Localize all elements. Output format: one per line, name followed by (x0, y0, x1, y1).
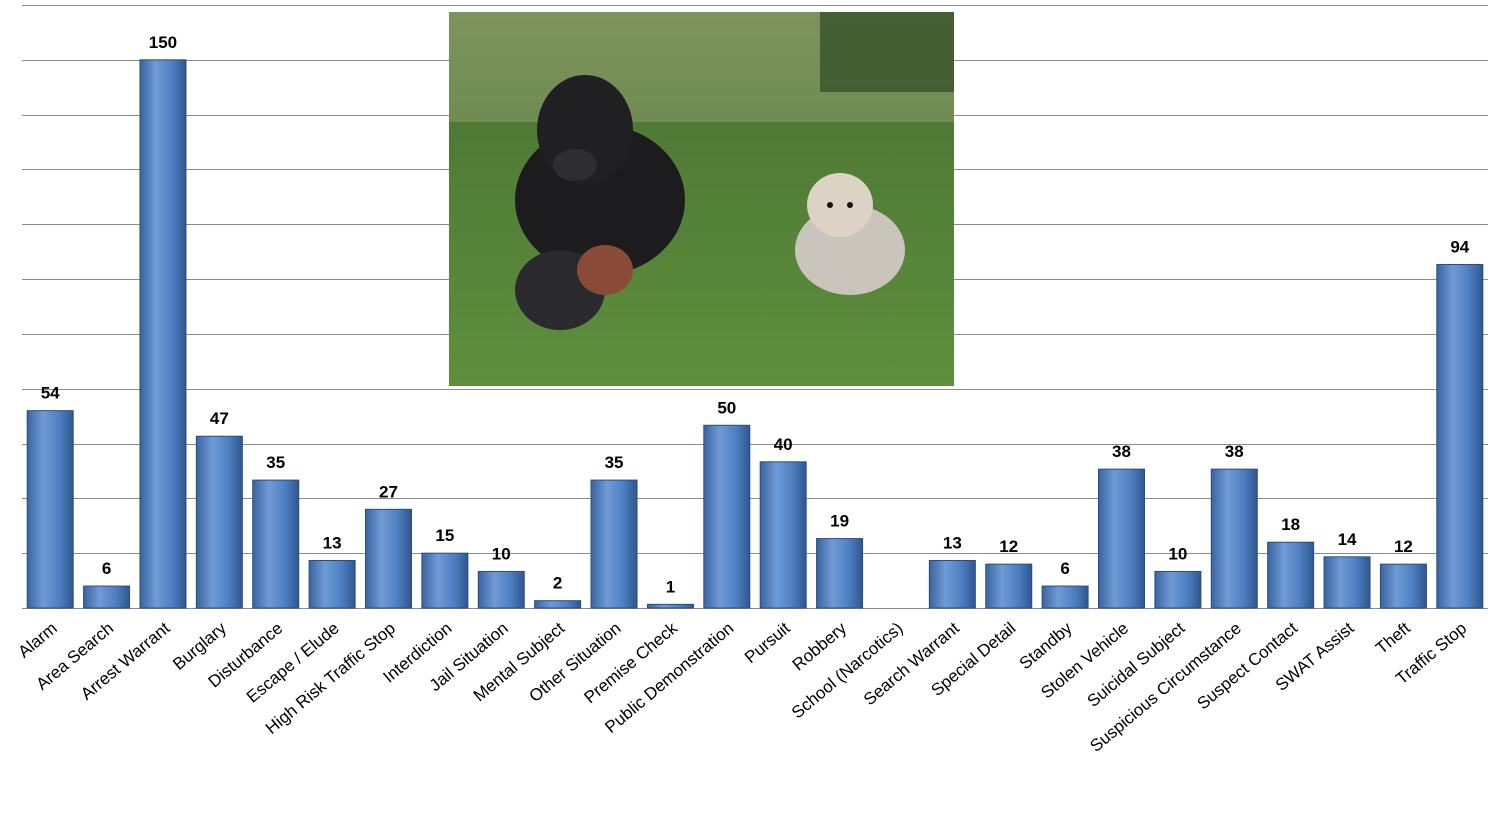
value-label: 13 (323, 533, 342, 552)
value-label: 6 (102, 559, 111, 578)
value-label: 94 (1450, 237, 1469, 256)
value-label: 47 (210, 409, 229, 428)
bar (26, 410, 74, 609)
bar (759, 461, 807, 609)
x-tick-label: Alarm (15, 619, 61, 662)
bar (1154, 570, 1202, 609)
bar (816, 538, 864, 609)
bar (83, 585, 131, 609)
bar (139, 59, 187, 609)
value-label: 54 (41, 384, 60, 403)
x-tick-label: Search Warrant (860, 618, 963, 709)
bar (928, 559, 976, 609)
value-label: 12 (999, 537, 1018, 556)
bar (1267, 541, 1315, 609)
value-label: 14 (1338, 530, 1357, 549)
value-label: 38 (1112, 442, 1131, 461)
x-tick-label: Suicidal Subject (1084, 618, 1189, 710)
value-label: 38 (1225, 442, 1244, 461)
value-label: 18 (1281, 515, 1300, 534)
value-label: 12 (1394, 537, 1413, 556)
value-label: 50 (717, 398, 736, 417)
value-label: 35 (605, 453, 624, 472)
value-label: 10 (492, 544, 511, 563)
bar (1436, 263, 1484, 609)
x-tick-label: Pursuit (741, 618, 794, 667)
value-label: 19 (830, 512, 849, 531)
bar (534, 600, 582, 609)
bar (985, 563, 1033, 609)
x-tick-label: Theft (1372, 618, 1414, 658)
value-label: 40 (774, 435, 793, 454)
value-label: 150 (149, 33, 177, 52)
value-label: 1 (666, 577, 675, 596)
bar (1098, 468, 1145, 609)
bar (1379, 563, 1427, 609)
bar (1210, 468, 1258, 609)
value-label: 13 (943, 533, 962, 552)
x-tick-label: Suspect Contact (1193, 618, 1301, 713)
value-label: 2 (553, 574, 562, 593)
bar (590, 479, 638, 609)
bar (1041, 585, 1089, 609)
bar (308, 559, 356, 609)
bar (195, 435, 243, 609)
bar (365, 508, 412, 609)
photo (449, 12, 954, 386)
value-label: 27 (379, 482, 398, 501)
bar (421, 552, 469, 609)
bar (646, 603, 694, 609)
value-label: 10 (1168, 544, 1187, 563)
bar (477, 570, 525, 609)
value-label: 6 (1060, 559, 1069, 578)
value-label: 35 (266, 453, 285, 472)
value-label: 15 (435, 526, 454, 545)
bar (1323, 556, 1371, 609)
bar (703, 424, 751, 609)
bar (252, 479, 300, 609)
